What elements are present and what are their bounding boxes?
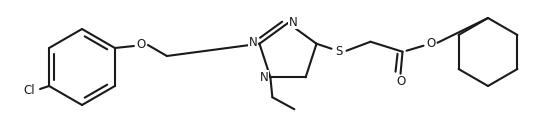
Text: N: N: [289, 16, 298, 28]
Text: N: N: [260, 71, 268, 84]
Text: O: O: [426, 37, 435, 50]
Text: Cl: Cl: [24, 84, 35, 97]
Text: S: S: [335, 45, 342, 58]
Text: O: O: [396, 75, 405, 88]
Text: O: O: [136, 38, 145, 51]
Text: N: N: [249, 36, 257, 49]
